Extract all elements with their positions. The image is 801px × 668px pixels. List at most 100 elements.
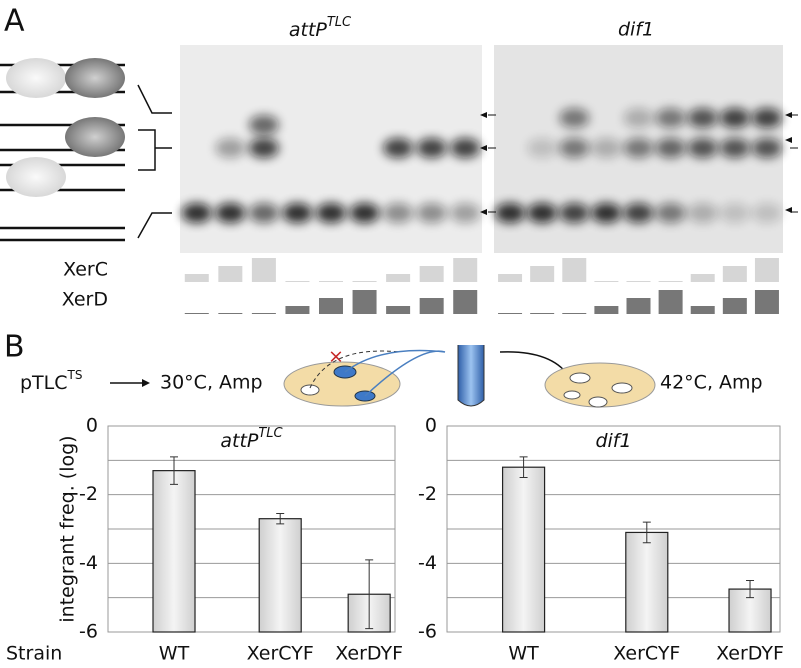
gel-band	[623, 108, 654, 128]
arrow-head	[142, 379, 150, 387]
x-tick-label: XerCYF	[613, 643, 680, 665]
bar	[152, 470, 196, 633]
protein	[6, 157, 66, 197]
xerc-level	[453, 258, 478, 282]
gel-band	[495, 203, 526, 223]
gel-band	[751, 108, 782, 128]
xerd-level	[498, 313, 523, 314]
plasmid-sup: TS	[67, 368, 83, 382]
band-arrow	[785, 112, 792, 118]
gel-band	[655, 138, 686, 158]
x-tick-label: XerCYF	[247, 643, 314, 665]
chart-title: attPTLC	[220, 426, 283, 452]
y-tick-label: -6	[418, 621, 437, 643]
xerd-level	[285, 306, 310, 314]
xerc-level	[626, 281, 651, 282]
y-tick-label: 0	[86, 415, 98, 437]
y-axis-label: integrant freq. (log)	[57, 435, 79, 622]
bar	[258, 518, 302, 633]
row-label: XerD	[62, 289, 108, 311]
xerd-level	[722, 298, 747, 314]
gel-band	[416, 203, 447, 223]
step-label: 30°C, Amp	[160, 372, 263, 394]
xerc-level	[251, 258, 276, 282]
error-bar	[365, 559, 374, 630]
x-tick-label: XerDYF	[716, 643, 784, 665]
gel-band	[282, 203, 313, 223]
gel-band	[719, 108, 750, 128]
xerc-level	[184, 274, 209, 282]
gel-band	[349, 203, 380, 223]
plasmid-text: pTLC	[20, 372, 68, 394]
error-bar	[276, 513, 285, 525]
gel-title: dif1	[618, 19, 654, 41]
y-tick-label: -2	[79, 483, 98, 505]
band-arrow	[480, 209, 487, 215]
panel-label: B	[4, 330, 25, 365]
gel-band	[559, 138, 590, 158]
y-tick-label: -6	[79, 621, 98, 643]
gel-band	[559, 203, 590, 223]
gel-band	[527, 203, 558, 223]
transfer-path	[344, 349, 446, 397]
gel-band	[248, 115, 279, 135]
tube	[457, 345, 485, 407]
xerd-level	[562, 313, 587, 314]
gel-title: attPTLC	[289, 15, 352, 41]
x-axis-label: Strain	[6, 643, 62, 665]
band-arrow	[785, 137, 792, 143]
colony	[611, 382, 633, 394]
gel-band	[416, 138, 447, 158]
xerc-level	[285, 281, 310, 282]
xerc-level	[754, 258, 779, 282]
protein	[65, 117, 125, 157]
colony	[569, 372, 591, 384]
xerd-level	[352, 290, 377, 314]
chart-title-text: dif1	[595, 430, 631, 452]
xerc-level	[352, 281, 377, 282]
gel-band	[450, 203, 481, 223]
y-tick-label: 0	[425, 415, 437, 437]
xerd-level	[530, 313, 555, 314]
xerc-level	[498, 274, 523, 282]
gel-band	[316, 203, 346, 223]
gel-band	[215, 203, 246, 223]
gel-band	[248, 138, 279, 158]
xerd-level	[184, 313, 209, 314]
gel-band	[719, 203, 750, 223]
gels	[180, 45, 783, 253]
xerc-level	[319, 281, 343, 282]
xerc-level	[690, 274, 715, 282]
gel-band	[751, 138, 782, 158]
gel-band	[719, 138, 750, 158]
xerd-level	[658, 290, 683, 314]
xerd-level	[319, 298, 343, 314]
gel-band	[687, 203, 718, 223]
chart-title: dif1	[595, 430, 631, 452]
bar	[501, 466, 546, 633]
gel-band	[215, 138, 246, 158]
bar	[625, 531, 669, 633]
dashed-path	[309, 350, 401, 389]
xerd-level	[419, 298, 444, 314]
band-arrow	[480, 112, 487, 118]
gel-band	[181, 203, 212, 223]
colony	[563, 390, 581, 400]
gel-band	[655, 203, 686, 223]
xerd-level	[754, 290, 779, 314]
gel-title-sup: TLC	[327, 15, 352, 30]
xerd-level	[251, 313, 276, 314]
gel-band	[559, 108, 590, 128]
error-bar	[746, 580, 755, 599]
xerd-level	[626, 298, 651, 314]
y-tick-label: -4	[418, 552, 437, 574]
band-arrow	[480, 145, 487, 151]
xerd-level	[386, 306, 411, 314]
xerd-level	[218, 313, 243, 314]
row-label: XerC	[63, 259, 108, 281]
xerc-level	[658, 281, 683, 282]
gel-band	[591, 138, 622, 158]
gel-band	[383, 138, 414, 158]
xerc-level	[218, 266, 243, 282]
